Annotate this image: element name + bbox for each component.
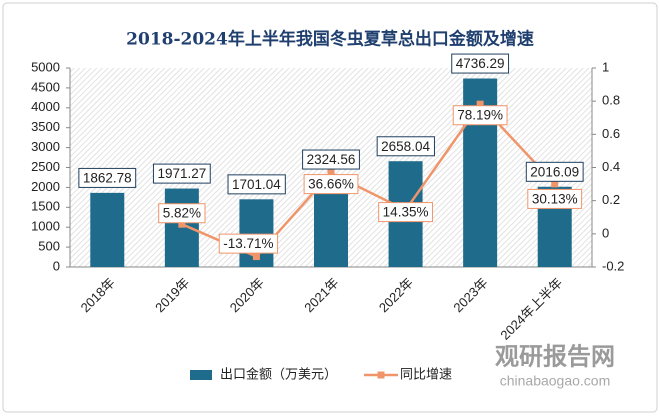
y2-tick-label: 1: [602, 59, 609, 74]
legend-swatch: [190, 370, 212, 380]
line-value-label-box: [452, 105, 508, 126]
y2-tick-label: 0.8: [602, 93, 620, 108]
y-tick-label: 4000: [31, 99, 60, 114]
watermark-url: chinabaogao.com: [500, 373, 611, 389]
legend-label: 同比增速: [400, 366, 452, 381]
bar-value-label-box: [302, 149, 360, 170]
bar: [90, 192, 125, 267]
y-tick-label: 3000: [31, 139, 60, 154]
line-value-label-box: [158, 203, 206, 224]
watermark: 观研报告网: [495, 343, 615, 370]
y2-tick-label: -0.2: [602, 258, 624, 273]
line-value-label-box: [218, 233, 279, 254]
line-marker: [252, 253, 260, 261]
y2-tick-label: 0.4: [602, 159, 620, 174]
chart-title: 2018-2024年上半年我国冬虫夏草总出口金额及增速: [126, 29, 534, 50]
bar-value-label: 2324.56: [307, 152, 356, 167]
bar-value-label-box: [78, 167, 137, 188]
bar-value-label: 2016.09: [530, 164, 579, 179]
bar-value-label: 4736.29: [456, 56, 505, 71]
line-value-label-box: [527, 188, 583, 209]
y-tick-label: 3500: [31, 119, 60, 134]
line-value-label: 5.82%: [163, 206, 201, 221]
line-value-label: 36.66%: [308, 177, 354, 192]
y-tick-label: 5000: [31, 59, 60, 74]
y2-tick-label: 0.6: [602, 126, 620, 141]
y2-tick-label: 0.2: [602, 192, 620, 207]
bar-value-label: 1971.27: [157, 166, 206, 181]
bar-value-label-box: [152, 163, 211, 184]
line-value-label: 78.19%: [457, 108, 503, 123]
y-tick-label: 0: [53, 258, 60, 273]
bar-value-label-box: [525, 161, 584, 182]
y-tick-label: 1000: [31, 219, 60, 234]
y-tick-label: 500: [38, 239, 60, 254]
line-value-label: 14.35%: [383, 205, 429, 220]
line-marker: [551, 180, 559, 188]
y-tick-label: 1500: [31, 199, 60, 214]
y-tick-label: 2000: [31, 179, 60, 194]
line-marker: [476, 100, 484, 108]
line-value-label: -13.71%: [223, 236, 273, 251]
y-tick-label: 2500: [31, 159, 60, 174]
y-tick-label: 4500: [31, 79, 60, 94]
y2-tick-label: 0: [602, 225, 609, 240]
bar-value-label: 2658.04: [381, 139, 430, 154]
line-marker: [327, 169, 335, 177]
bar-value-label-box: [451, 53, 510, 74]
bar-value-label: 1701.04: [232, 177, 281, 192]
legend-marker: [377, 371, 385, 379]
bar-value-label: 1862.78: [83, 170, 132, 185]
bar: [164, 188, 199, 267]
line-value-label: 30.13%: [532, 191, 578, 206]
bar-value-label-box: [376, 136, 435, 157]
line-value-label-box: [378, 202, 433, 223]
legend-label: 出口金额（万美元）: [220, 366, 337, 381]
line-marker: [178, 220, 186, 228]
line-value-label-box: [303, 174, 359, 195]
bar-value-label-box: [227, 174, 286, 195]
